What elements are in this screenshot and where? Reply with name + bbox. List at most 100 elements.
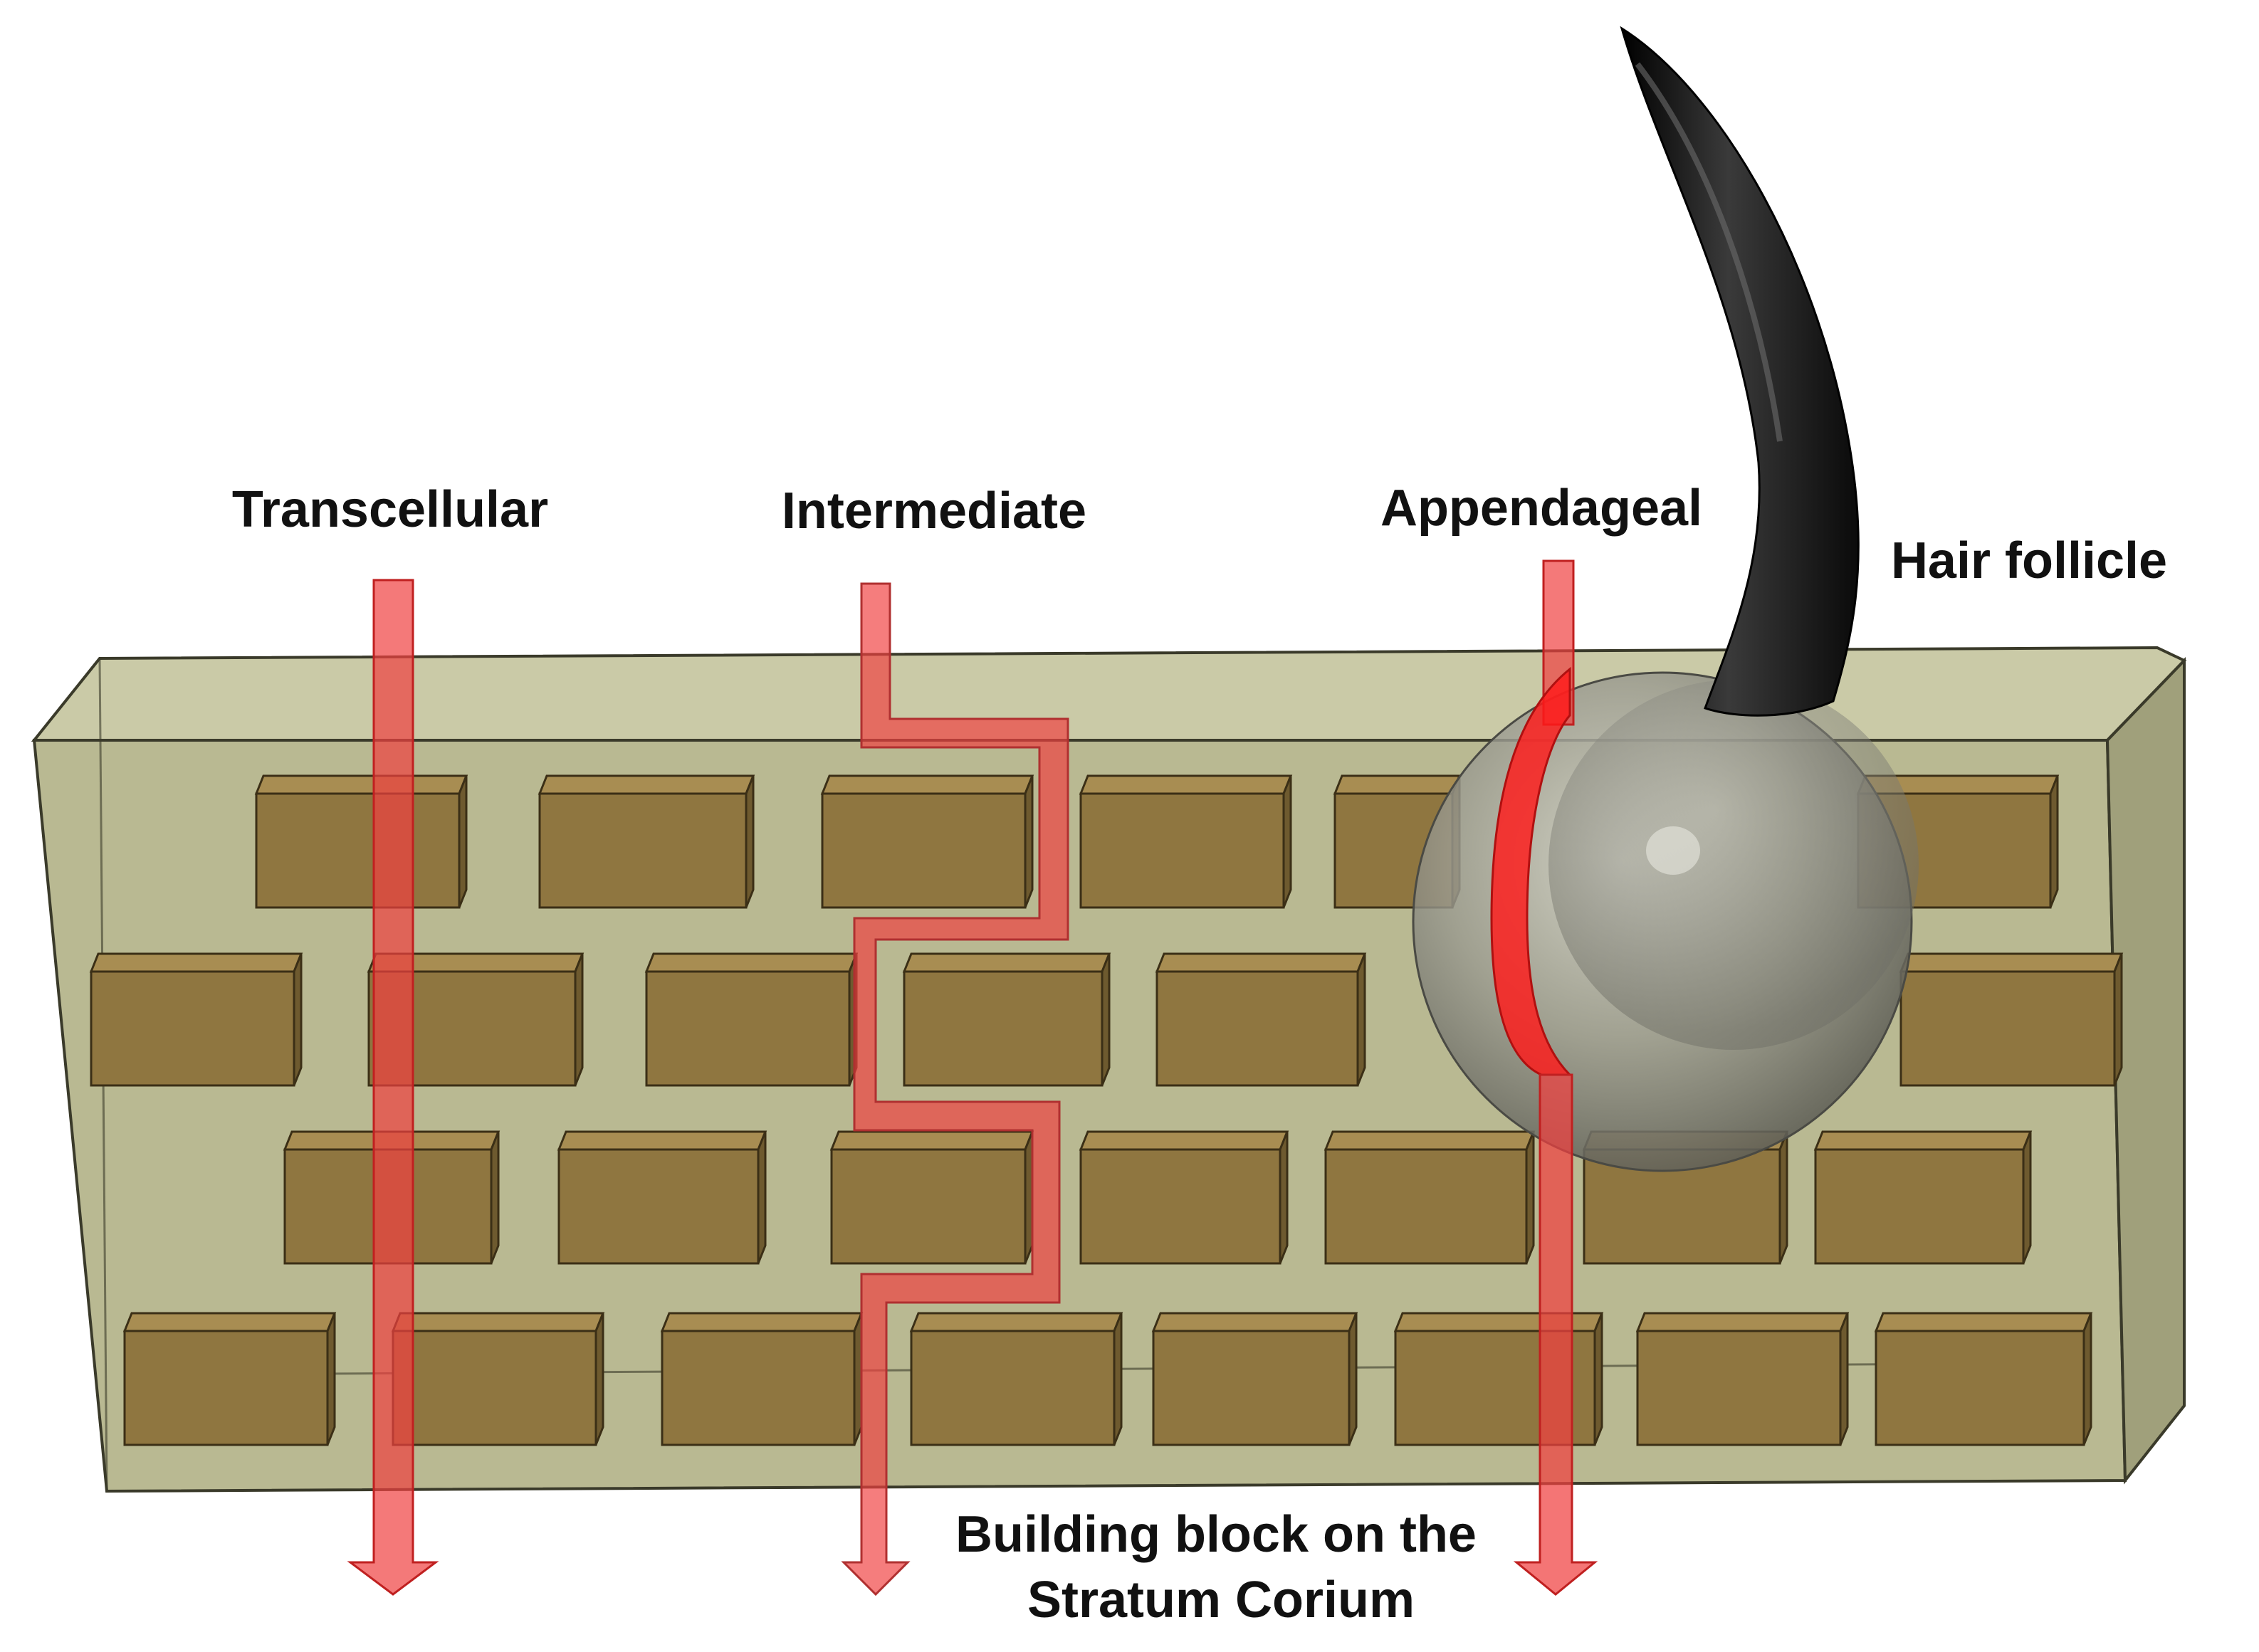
follicle-highlight	[1646, 826, 1700, 875]
brick-top	[1899, 952, 2124, 973]
brick-front	[903, 970, 1104, 1087]
brick-side	[490, 1131, 500, 1264]
brick-side	[1593, 1312, 1603, 1446]
matrix-right-face	[2105, 657, 2186, 1485]
brick-top	[557, 1130, 767, 1151]
brick-top	[391, 1312, 605, 1332]
brick-front	[557, 1148, 760, 1265]
brick-top	[909, 1312, 1123, 1332]
brick-side	[1356, 953, 1366, 1086]
brick-top	[1874, 1312, 2093, 1332]
label-intermediate: Intermediate	[782, 483, 1086, 540]
brick-top	[1333, 774, 1462, 795]
brick-side	[1348, 1312, 1358, 1446]
brick-front	[123, 1330, 329, 1446]
brick-top	[89, 952, 303, 973]
corneocyte-brick	[1874, 1312, 2093, 1446]
brick-front	[1155, 970, 1359, 1087]
corneocyte-brick	[1813, 1130, 2033, 1265]
brick-top	[1324, 1130, 1536, 1151]
brick-side	[458, 775, 468, 908]
corneocyte-brick	[1899, 952, 2124, 1087]
brick-top	[644, 952, 859, 973]
corneocyte-brick	[1635, 1312, 1850, 1446]
corneocyte-brick	[89, 952, 303, 1087]
brick-front	[1079, 1148, 1282, 1265]
brick-side	[1279, 1131, 1289, 1264]
corneocyte-brick	[909, 1312, 1123, 1446]
brick-front	[255, 792, 461, 909]
brick-side	[1778, 1131, 1788, 1264]
corneocyte-brick	[829, 1130, 1034, 1265]
appendageal-path	[1490, 559, 1598, 1596]
brick-side	[594, 1312, 604, 1446]
brick-side	[1101, 953, 1111, 1086]
corneocyte-brick	[1079, 1130, 1289, 1265]
corneocyte-brick	[538, 774, 755, 909]
brick-side	[2049, 775, 2059, 908]
brick-top	[1155, 952, 1367, 973]
matrix-top-face	[31, 646, 2187, 742]
brick-front	[392, 1330, 597, 1446]
brick-front	[1079, 792, 1285, 909]
corneocyte-brick	[1155, 952, 1367, 1087]
transcellular-arrow	[347, 579, 439, 1596]
brick-side	[745, 775, 755, 908]
corneocyte-bricks	[89, 774, 2124, 1446]
corneocyte-brick	[660, 1312, 864, 1446]
brick-front	[538, 792, 748, 909]
brick-front	[830, 1148, 1027, 1265]
corneocyte-brick	[820, 774, 1034, 909]
label-transcellular: Transcellular	[232, 481, 548, 538]
brick-front	[910, 1330, 1116, 1446]
brick-front	[1152, 1330, 1351, 1446]
brick-side	[574, 953, 584, 1086]
brick-front	[821, 792, 1027, 909]
brick-side	[326, 1312, 336, 1446]
caption-line-2: Stratum Corium	[1027, 1572, 1415, 1629]
brick-top	[1079, 774, 1293, 795]
brick-side	[1525, 1131, 1535, 1264]
corneocyte-brick	[1079, 774, 1293, 909]
brick-side	[1024, 775, 1034, 908]
brick-front	[661, 1330, 856, 1446]
corneocyte-brick	[391, 1312, 605, 1446]
caption-line-1: Building block on the	[955, 1506, 1477, 1563]
brick-side	[1282, 775, 1292, 908]
brick-top	[902, 952, 1111, 973]
hair-shaft-shape	[1620, 26, 1860, 717]
corneocyte-brick	[644, 952, 859, 1087]
corneocyte-brick	[122, 1312, 337, 1446]
brick-top	[1813, 1130, 2033, 1151]
brick-front	[1814, 1148, 2025, 1265]
brick-top	[254, 774, 468, 795]
brick-side	[2082, 1312, 2092, 1446]
brick-top	[538, 774, 755, 795]
brick-front	[1875, 1330, 2085, 1446]
transcellular-arrow-shape	[347, 579, 439, 1596]
label-hair-follicle: Hair follicle	[1891, 532, 2167, 589]
follicle-inner-sphere	[1548, 680, 1919, 1050]
hair-shaft	[1620, 26, 1860, 717]
intermediate-path	[841, 582, 1069, 1596]
brick-top	[1151, 1312, 1358, 1332]
hair-shaft-shine	[1635, 62, 1783, 442]
brick-front	[645, 970, 851, 1087]
corneocyte-brick	[254, 774, 468, 909]
brick-top	[122, 1312, 337, 1332]
brick-top	[1079, 1130, 1289, 1151]
brick-side	[757, 1131, 767, 1264]
brick-top	[660, 1312, 864, 1332]
brick-top	[820, 774, 1034, 795]
corneocyte-brick	[902, 952, 1111, 1087]
corneocyte-brick	[1151, 1312, 1358, 1446]
corneocyte-brick	[557, 1130, 767, 1265]
brick-top	[1635, 1312, 1850, 1332]
brick-front	[1636, 1330, 1842, 1446]
brick-side	[1113, 1312, 1123, 1446]
brick-front	[1324, 1148, 1528, 1265]
intermediate-path-shape	[841, 582, 1069, 1596]
brick-top	[829, 1130, 1034, 1151]
brick-front	[90, 970, 295, 1087]
